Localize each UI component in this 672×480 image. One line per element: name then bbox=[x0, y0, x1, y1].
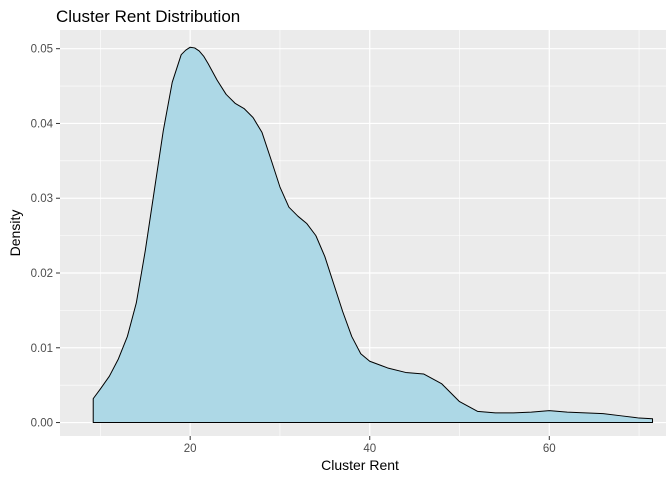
chart-title: Cluster Rent Distribution bbox=[56, 7, 240, 26]
y-tick-label: 0.05 bbox=[31, 44, 53, 56]
x-axis: 20 40 60 bbox=[184, 436, 556, 455]
density-layer bbox=[92, 46, 654, 424]
y-tick-label: 0.02 bbox=[31, 268, 53, 280]
x-tick-label: 20 bbox=[184, 443, 197, 455]
x-tick-label: 40 bbox=[363, 443, 376, 455]
y-tick-label: 0.01 bbox=[31, 343, 53, 355]
x-tick-label: 60 bbox=[543, 443, 556, 455]
x-axis-label: Cluster Rent bbox=[321, 457, 399, 473]
y-axis: 0.00 0.01 0.02 0.03 0.04 0.05 bbox=[31, 44, 60, 430]
y-axis-label: Density bbox=[7, 210, 23, 257]
y-tick-label: 0.04 bbox=[31, 118, 54, 130]
y-tick-label: 0.00 bbox=[31, 418, 53, 430]
y-tick-label: 0.03 bbox=[31, 193, 53, 205]
density-area bbox=[92, 46, 654, 424]
